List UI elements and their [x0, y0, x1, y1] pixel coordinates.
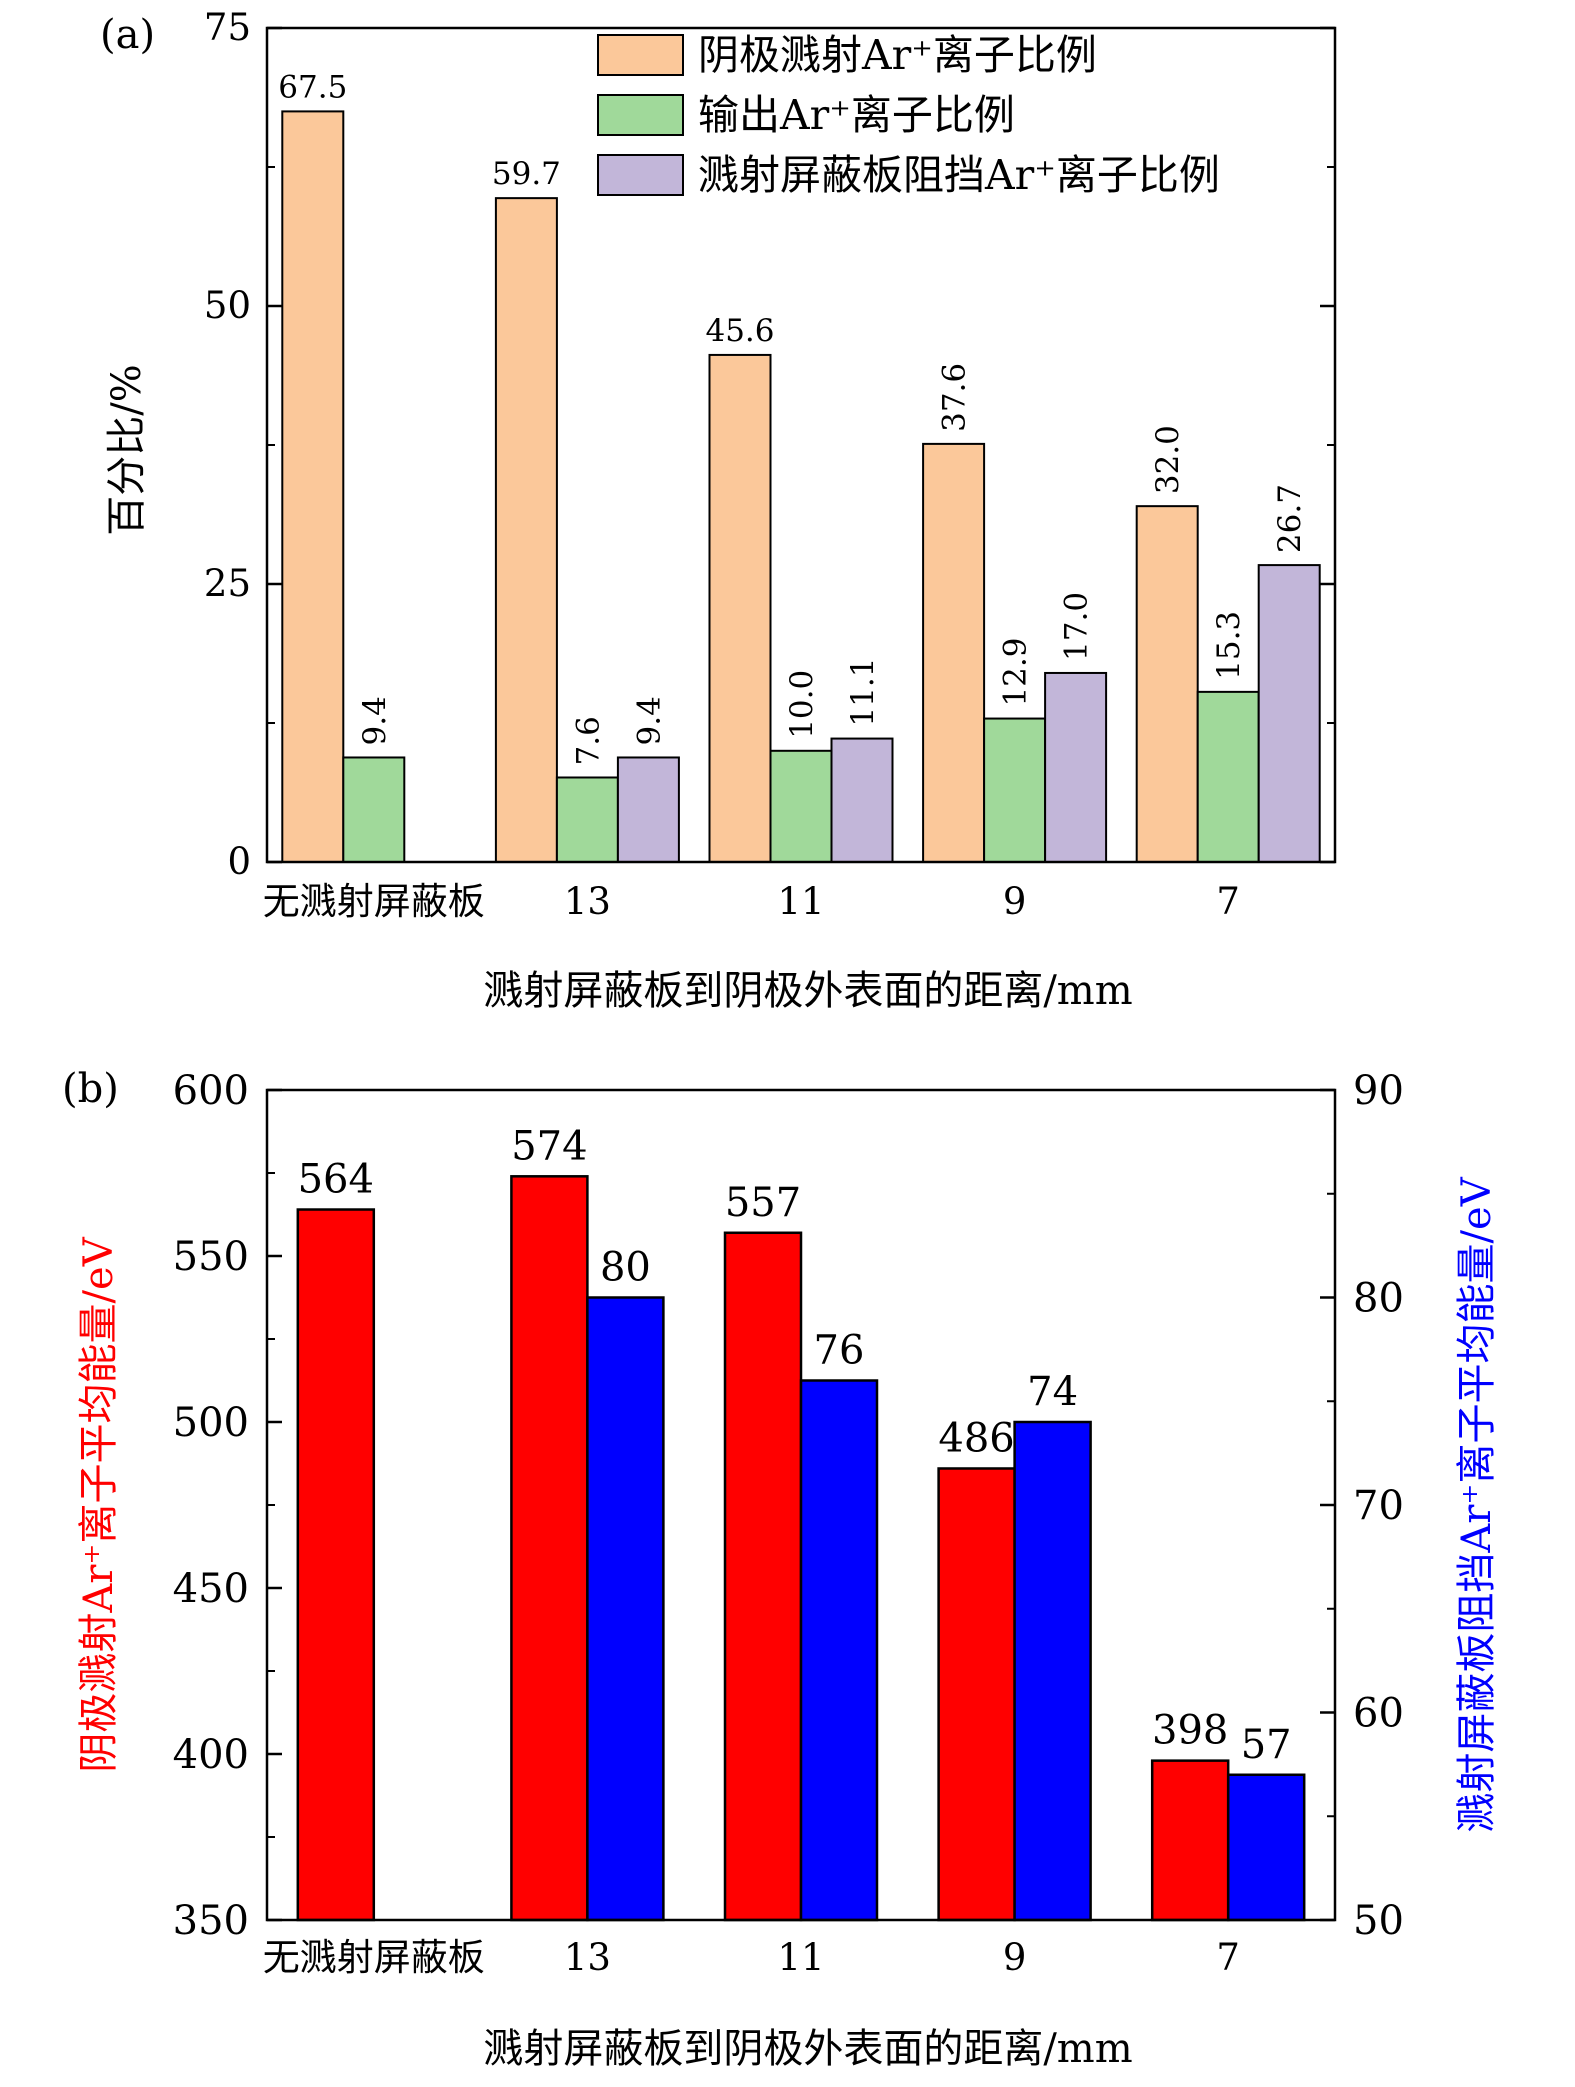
panel-a-legend-swatch-2	[597, 154, 684, 196]
panel-b-data-label-s1-1: 80	[600, 1245, 651, 1291]
panel-b-y-ticks: 350 400 450 500 550 600 50 60 70 80 90	[173, 1068, 1404, 1944]
panel-b-bar-s1-13	[586, 1296, 665, 1922]
panel-a-label: (a)	[100, 12, 155, 58]
panel-b-data-label-s1-4: 57	[1241, 1722, 1292, 1768]
panel-a-legend-label-1: 输出Ar⁺离子比例	[698, 91, 1015, 139]
panel-b-ytick-left-label-400: 400	[173, 1732, 249, 1778]
panel-b-label: (b)	[62, 1066, 119, 1112]
panel-b-chart: (b) 350 400 450 500 550 600 50 60 70 80 90 无溅射屏蔽板 1…	[62, 1066, 1500, 2072]
panel-b-data-label-s0-2: 557	[725, 1180, 801, 1226]
panel-a-bar-s0-none	[281, 110, 345, 863]
panel-b-bar-s0-none	[296, 1208, 376, 1922]
panel-b-bar-s1-7	[1226, 1773, 1306, 1922]
panel-a-legend-label-0: 阴极溅射Ar⁺离子比例	[698, 31, 1097, 79]
panel-b-bar-s0-7	[1150, 1759, 1230, 1922]
panel-a-bar-s1-13	[555, 776, 619, 863]
panel-a-bar-s2-13	[616, 756, 680, 863]
panel-b-ytick-left-label-450: 450	[173, 1566, 249, 1612]
panel-a-data-label-s2-1: 9.4	[631, 696, 667, 745]
panel-b-ytick-left-label-550: 550	[173, 1234, 249, 1280]
panel-b-ytick-right-label-50: 50	[1353, 1898, 1404, 1944]
panel-a-y-ticks: 0 25 50 75	[204, 6, 1335, 883]
panel-a-bar-s1-9	[983, 717, 1047, 863]
panel-a-data-label-s0-2: 45.6	[705, 313, 774, 349]
panel-b-ytick-left-label-350: 350	[173, 1898, 249, 1944]
panel-a-data-label-s1-3: 12.9	[998, 638, 1034, 707]
panel-b-right-y-axis-title: 溅射屏蔽板阻挡Ar⁺离子平均能量/eV	[1454, 1176, 1500, 1832]
panel-a-data-label-s1-2: 10.0	[784, 670, 820, 739]
panel-a-bar-s0-11	[708, 353, 772, 863]
panel-b-ytick-right-label-60: 60	[1353, 1691, 1404, 1737]
panel-a-data-label-s0-3: 37.6	[937, 363, 973, 432]
panel-b-left-y-axis-title: 阴极溅射Ar⁺离子平均能量/eV	[76, 1236, 122, 1772]
panel-a-data-label-s2-2: 11.1	[845, 658, 881, 727]
panel-a-legend-label-2: 溅射屏蔽板阻挡Ar⁺离子比例	[698, 151, 1220, 199]
panel-a-xtick-label-9: 9	[1003, 880, 1027, 923]
panel-b-xtick-label-11: 11	[777, 1936, 824, 1979]
panel-b-data-label-s0-3: 486	[938, 1415, 1014, 1461]
panel-b-ytick-left-label-600: 600	[173, 1068, 249, 1114]
panel-a-chart: (a) 0 25 50 75 无溅射屏蔽板 13 11 9 7 67.5 59.7 45.6 37.…	[100, 6, 1337, 1014]
panel-a-data-labels: 67.5 59.7 45.6 37.6 32.0 9.4 7.6 10.0 12.9 15.3 9.…	[278, 69, 1308, 765]
panel-a-bar-s2-9	[1044, 671, 1108, 864]
panel-a-bar-s0-9	[922, 442, 986, 863]
panel-a-data-label-s2-3: 17.0	[1059, 592, 1095, 661]
panel-b-ytick-right-label-80: 80	[1353, 1276, 1404, 1322]
panel-b-ytick-left-label-500: 500	[173, 1400, 249, 1446]
panel-b-data-labels: 564 574 557 486 398 80 76 74 57	[298, 1123, 1292, 1767]
panel-a-bar-s1-none	[342, 756, 406, 863]
panel-b-bar-s0-13	[510, 1175, 589, 1922]
panel-b-data-label-s0-4: 398	[1152, 1708, 1228, 1754]
panel-a-xtick-label-none: 无溅射屏蔽板	[263, 880, 485, 923]
panel-a-bar-s2-11	[830, 737, 894, 863]
panel-a-bar-s2-7	[1257, 564, 1321, 863]
panel-a-bar-s0-13	[494, 197, 558, 864]
panel-b-ytick-right-label-70: 70	[1353, 1483, 1404, 1529]
panel-a-data-label-s0-0: 67.5	[278, 69, 347, 105]
panel-a-xtick-label-11: 11	[777, 880, 824, 923]
panel-b-data-label-s0-1: 574	[511, 1123, 587, 1169]
panel-b-data-label-s1-3: 74	[1027, 1369, 1078, 1415]
panel-b-bar-s1-9	[1013, 1420, 1092, 1922]
panel-b-bars	[296, 1175, 1306, 1922]
panel-a-xtick-label-7: 7	[1216, 880, 1240, 923]
panel-a-ytick-label-50: 50	[204, 284, 251, 327]
panel-b-x-ticks: 无溅射屏蔽板 13 11 9 7	[263, 1936, 1240, 1979]
panel-b-xtick-label-13: 13	[564, 1936, 611, 1979]
panel-a-xtick-label-13: 13	[564, 880, 611, 923]
panel-a-x-ticks: 无溅射屏蔽板 13 11 9 7	[263, 880, 1240, 923]
panel-a-data-label-s1-1: 7.6	[570, 716, 606, 765]
panel-a-bar-s0-7	[1135, 505, 1199, 863]
panel-a-x-axis-title: 溅射屏蔽板到阴极外表面的距离/mm	[483, 968, 1132, 1014]
panel-b-ytick-right-label-90: 90	[1353, 1068, 1404, 1114]
panel-a-ytick-label-75: 75	[204, 6, 251, 49]
panel-b-bar-s0-9	[937, 1467, 1016, 1922]
panel-a-data-label-s1-4: 15.3	[1211, 611, 1247, 680]
panel-a-data-label-s2-4: 26.7	[1272, 484, 1308, 553]
panel-a-bars	[281, 110, 1321, 864]
panel-a-bar-s1-11	[769, 749, 833, 863]
panel-a-data-label-s0-4: 32.0	[1150, 425, 1186, 494]
panel-a-legend-swatch-1	[597, 94, 684, 136]
panel-a-data-label-s0-1: 59.7	[492, 156, 561, 192]
panel-b-bar-s0-11	[723, 1231, 803, 1922]
panel-b-bar-s1-11	[799, 1379, 879, 1922]
panel-b-xtick-label-none: 无溅射屏蔽板	[263, 1936, 485, 1979]
panel-a-data-label-s1-0: 9.4	[357, 696, 393, 745]
panel-b-data-label-s0-0: 564	[298, 1157, 374, 1203]
panel-a-legend-swatch-0	[597, 34, 684, 76]
panel-a-ytick-label-0: 0	[227, 840, 251, 883]
panel-a-bar-s1-7	[1196, 690, 1260, 864]
panel-b-xtick-label-7: 7	[1216, 1936, 1240, 1979]
panel-b-xtick-label-9: 9	[1003, 1936, 1027, 1979]
panel-b-data-label-s1-2: 76	[814, 1328, 865, 1374]
panel-a-ytick-label-25: 25	[204, 562, 251, 605]
panel-a-y-axis-title: 百分比/%	[104, 364, 150, 535]
panel-b-x-axis-title: 溅射屏蔽板到阴极外表面的距离/mm	[483, 2026, 1132, 2072]
